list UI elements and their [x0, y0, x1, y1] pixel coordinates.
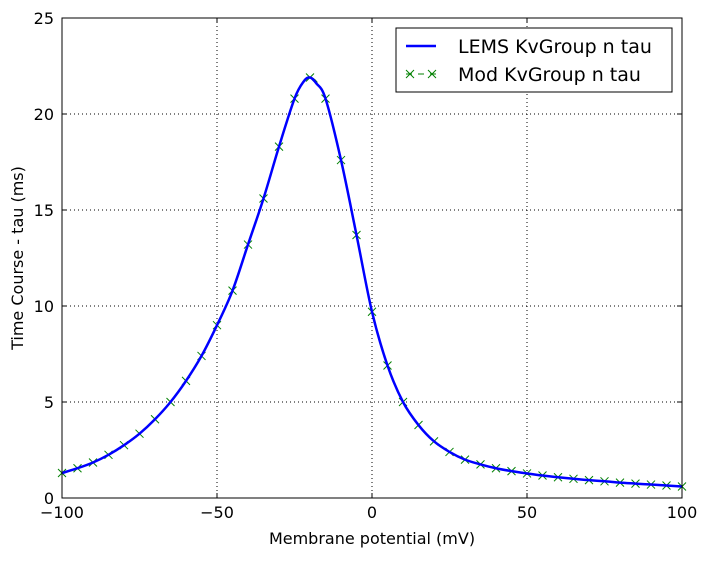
y-tick-label: 15 — [34, 201, 54, 220]
x-tick-label: 0 — [367, 503, 377, 522]
x-tick-label: 50 — [517, 503, 537, 522]
legend-label: Mod KvGroup n tau — [458, 64, 641, 86]
x-axis-label: Membrane potential (mV) — [269, 529, 475, 548]
grid — [62, 18, 682, 498]
y-axis-label: Time Course - tau (ms) — [8, 166, 27, 351]
legend-item: LEMS KvGroup n tau — [406, 36, 652, 58]
x-tick-label: −50 — [200, 503, 234, 522]
x-tick-label: −100 — [40, 503, 84, 522]
axis-ticks: −100 −50 0 50 100 0 5 10 15 20 25 — [34, 9, 698, 522]
legend-item: Mod KvGroup n tau — [405, 64, 641, 86]
series-lems — [61, 76, 683, 488]
y-tick-label: 10 — [34, 297, 54, 316]
legend-marker — [427, 69, 437, 79]
y-tick-label: 20 — [34, 105, 54, 124]
x-marker-stroke — [405, 69, 415, 79]
series-line — [61, 76, 683, 488]
legend-box — [395, 27, 673, 93]
x-tick-label: 100 — [667, 503, 698, 522]
x-marker-stroke — [427, 69, 437, 79]
legend-marker — [405, 69, 415, 79]
y-tick-label: 5 — [44, 393, 54, 412]
legend: LEMS KvGroup n tau Mod KvGroup n tau — [395, 27, 673, 93]
y-tick-label: 0 — [44, 489, 54, 508]
legend-label: LEMS KvGroup n tau — [458, 36, 652, 58]
series-group — [57, 73, 687, 491]
y-tick-label: 25 — [34, 9, 54, 28]
